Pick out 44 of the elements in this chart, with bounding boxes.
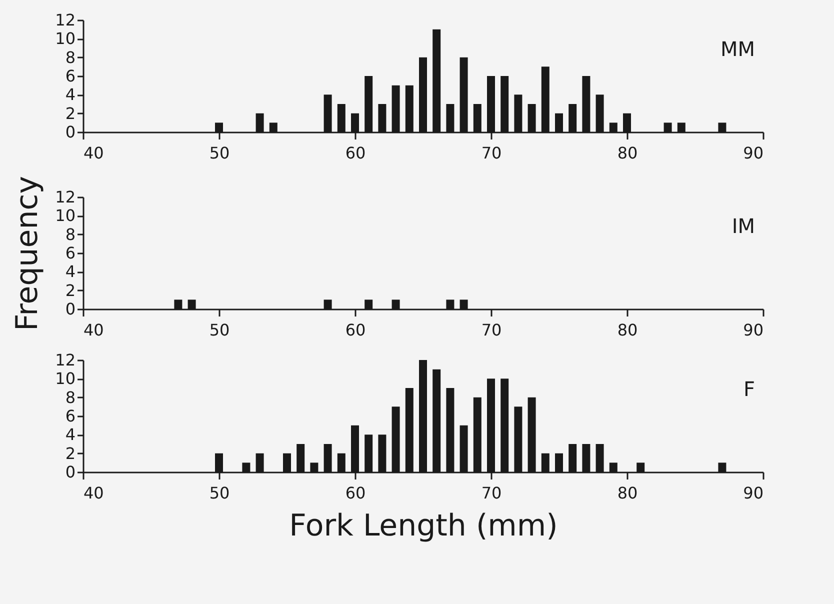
y-axis-title: Frequency <box>10 176 46 331</box>
y-tick-label: 8 <box>65 48 76 67</box>
y-tick-label: 6 <box>65 66 76 86</box>
x-axis-title: Fork Length (mm) <box>289 508 558 544</box>
y-tick-label: 6 <box>65 244 76 262</box>
y-tick-label: 0 <box>65 122 76 142</box>
y-tick-label: 12 <box>55 10 76 30</box>
y-tick-label: 10 <box>55 206 76 226</box>
x-tick-label: 90 <box>743 144 764 162</box>
y-tick-label: 12 <box>55 188 76 206</box>
x-tick-label: 70 <box>481 484 502 502</box>
x-tick-label: 60 <box>345 144 366 162</box>
x-tick-label: 40 <box>84 144 104 162</box>
annotation: IM <box>732 214 755 238</box>
y-tick-label: 0 <box>65 300 76 318</box>
y-tick-label: 4 <box>65 262 76 282</box>
annotation: F <box>743 377 755 401</box>
x-tick-label: 80 <box>617 320 638 340</box>
x-tick-label: 70 <box>481 320 502 340</box>
y-tick-label: 2 <box>65 280 76 300</box>
x-tick-label: 50 <box>209 320 230 340</box>
x-tick-label: 40 <box>84 320 104 340</box>
x-tick-label: 70 <box>481 144 502 162</box>
x-tick-label: 40 <box>84 484 104 502</box>
x-tick-label: 80 <box>617 484 638 502</box>
y-tick-label: 10 <box>55 369 76 388</box>
y-tick-label: 2 <box>65 104 76 123</box>
x-tick-label: 60 <box>345 484 366 502</box>
annotation: MM <box>720 37 755 61</box>
x-tick-label: 50 <box>209 144 230 162</box>
x-tick-label: 90 <box>743 484 764 502</box>
x-tick-label: 80 <box>617 144 638 162</box>
y-tick-label: 12 <box>55 350 76 370</box>
y-tick-label: 2 <box>65 444 76 463</box>
y-tick-label: 0 <box>65 462 76 482</box>
y-tick-label: 4 <box>65 85 76 104</box>
x-tick-label: 90 <box>743 320 764 340</box>
x-tick-label: 60 <box>345 320 366 340</box>
y-tick-label: 4 <box>65 425 76 444</box>
y-tick-label: 8 <box>65 224 76 244</box>
y-tick-label: 6 <box>65 406 76 426</box>
y-tick-label: 8 <box>65 388 76 407</box>
x-tick-label: 50 <box>209 484 230 502</box>
y-tick-label: 10 <box>55 29 76 48</box>
